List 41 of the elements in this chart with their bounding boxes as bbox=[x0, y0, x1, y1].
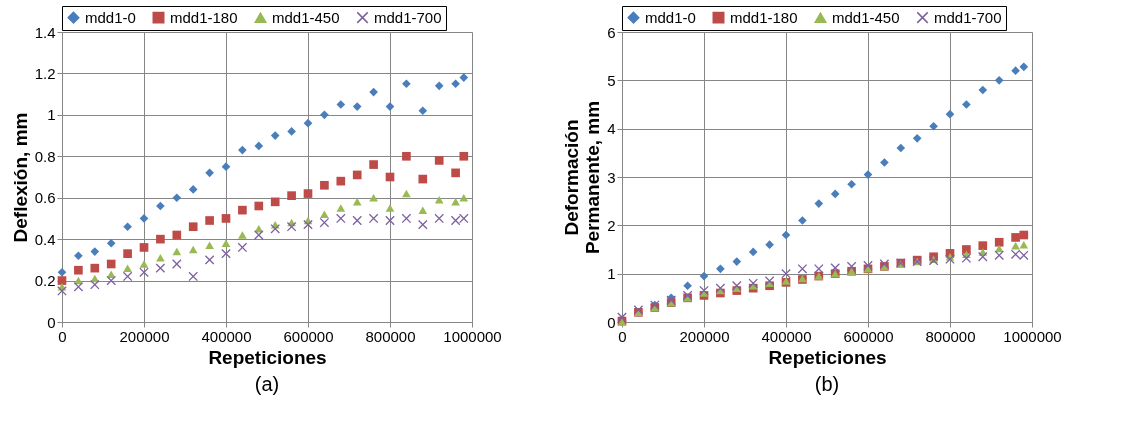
x-tick-label: 400000 bbox=[761, 327, 812, 345]
x-tick-label: 800000 bbox=[365, 327, 416, 345]
y-tick-label: 1.4 bbox=[34, 23, 56, 41]
text: (a) bbox=[254, 373, 280, 395]
x-tick-label: 1000000 bbox=[443, 327, 502, 345]
x-tick-label: 600000 bbox=[283, 327, 334, 345]
legend-label: mdd1-700 bbox=[934, 8, 1002, 26]
y-tick-label: 0 bbox=[607, 313, 616, 331]
legend-label: mdd1-0 bbox=[85, 8, 136, 26]
legend-label: mdd1-180 bbox=[730, 8, 798, 26]
y-tick-label: 0 bbox=[47, 313, 56, 331]
x-tick-label: 0 bbox=[618, 327, 627, 345]
x-tick-label: 0 bbox=[58, 327, 67, 345]
legend-label: mdd1-450 bbox=[832, 8, 900, 26]
y-tick-label: 2 bbox=[607, 216, 616, 234]
legend-label: mdd1-450 bbox=[272, 8, 340, 26]
y-tick-label: 0.4 bbox=[34, 230, 56, 248]
x-tick-label: 400000 bbox=[201, 327, 252, 345]
y-axis-title: Deflexión, mm bbox=[9, 112, 31, 243]
legend-label: mdd1-700 bbox=[374, 8, 442, 26]
y-tick-label: 1.2 bbox=[34, 64, 56, 82]
x-tick-label: 200000 bbox=[679, 327, 730, 345]
x-axis-title: Repeticiones bbox=[768, 346, 887, 368]
legend-label: mdd1-0 bbox=[645, 8, 696, 26]
y-tick-label: 0.2 bbox=[34, 272, 56, 290]
y-tick-label: 0.6 bbox=[34, 189, 56, 207]
y-tick-label: 4 bbox=[607, 120, 616, 138]
y-tick-label: 1 bbox=[47, 106, 56, 124]
y-axis-title: Deformación Permanente, mm bbox=[561, 100, 604, 255]
legend-label: mdd1-180 bbox=[170, 8, 238, 26]
x-tick-label: 200000 bbox=[119, 327, 170, 345]
x-axis-title: Repeticiones bbox=[208, 346, 327, 368]
y-tick-label: 3 bbox=[607, 168, 616, 186]
y-tick-label: 5 bbox=[607, 71, 616, 89]
y-tick-label: 0.8 bbox=[34, 147, 56, 165]
text: (b) bbox=[814, 373, 840, 395]
y-tick-label: 6 bbox=[607, 23, 616, 41]
x-tick-label: 800000 bbox=[925, 327, 976, 345]
x-tick-label: 600000 bbox=[843, 327, 894, 345]
x-tick-label: 1000000 bbox=[1003, 327, 1062, 345]
y-tick-label: 1 bbox=[607, 265, 616, 283]
